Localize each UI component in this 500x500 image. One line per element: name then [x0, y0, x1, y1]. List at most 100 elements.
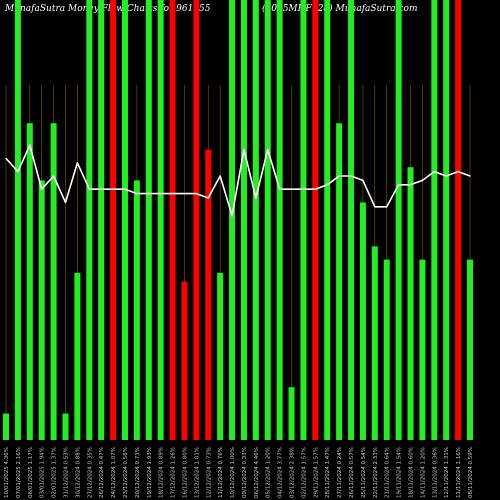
line-point: [171, 193, 174, 195]
line-point: [219, 175, 221, 177]
line-point: [386, 206, 388, 208]
bar: [133, 180, 140, 440]
x-tick-label: 05/12/2024 1.20%: [266, 447, 272, 498]
line-point: [17, 171, 19, 173]
x-tick-label: 11/11/2024 1.16%: [456, 447, 462, 498]
x-tick-label: 23/12/2024 0.56%: [123, 447, 129, 498]
line-point: [362, 179, 364, 181]
bar: [336, 123, 343, 440]
x-tick-label: 06/12/2024 4.46%: [254, 447, 260, 498]
bar: [240, 0, 247, 440]
line-point: [29, 144, 31, 146]
x-axis-labels: 10/01/2025 4.36% 07/01/2025 2.16% 06/01/20…: [4, 447, 474, 498]
x-tick-label: 26/11/2024 0.57%: [349, 447, 355, 498]
line-point: [148, 193, 150, 195]
x-tick-label: 02/12/2024 1.57%: [301, 447, 307, 498]
x-tick-label: 04/12/2024 3.77%: [278, 447, 284, 498]
x-tick-label: 07/01/2025 2.16%: [16, 447, 22, 498]
line-point: [100, 188, 102, 190]
bar: [252, 0, 259, 440]
x-tick-label: 26/12/2024 0.47%: [99, 447, 105, 498]
line-point: [207, 197, 209, 199]
line-point: [112, 188, 114, 190]
bar: [181, 281, 188, 440]
x-tick-label: 27/11/2024 0.24%: [337, 447, 343, 498]
bar: [98, 0, 105, 440]
bar: [467, 259, 473, 440]
line-point: [243, 149, 245, 151]
bar: [50, 123, 57, 440]
bar: [3, 413, 9, 440]
bar: [14, 0, 21, 440]
bar: [121, 0, 128, 440]
line-point: [64, 201, 67, 203]
x-tick-label: 28/11/2024 1.47%: [325, 447, 331, 498]
x-tick-label: 19/12/2024 1.93%: [147, 447, 153, 498]
bar: [359, 202, 366, 440]
x-tick-label: 22/11/2024 2.33%: [373, 447, 379, 498]
bar: [407, 167, 414, 440]
x-tick-label: 20/12/2024 0.73%: [135, 447, 141, 498]
x-tick-label: 18/12/2024 0.89%: [159, 447, 165, 498]
line-point: [255, 197, 257, 199]
bar: [193, 0, 200, 440]
x-tick-label: 29/11/2024 1.57%: [313, 447, 319, 498]
flow-line: [5, 144, 471, 217]
x-tick-label: 17/12/2024 1.26%: [171, 447, 177, 498]
bar: [383, 259, 390, 440]
bars: [3, 0, 473, 440]
x-tick-label: 10/01/2025 4.36%: [4, 447, 10, 498]
line-point: [338, 175, 340, 177]
bar: [312, 0, 319, 440]
bar: [86, 0, 93, 440]
bar: [443, 0, 450, 440]
x-tick-label: 12/11/2024 1.31%: [444, 447, 450, 498]
line-point: [52, 175, 55, 177]
bar: [169, 0, 176, 440]
x-tick-label: 21/11/2024 0.64%: [385, 447, 391, 498]
x-tick-label: 09/12/2024 0.33%: [242, 447, 248, 498]
bar: [276, 0, 283, 440]
series-line: [5, 144, 471, 217]
bar: [324, 0, 331, 440]
x-tick-label: 19/11/2024 1.54%: [397, 447, 403, 498]
x-tick-label: 18/11/2024 0.60%: [409, 447, 415, 498]
line-point: [160, 193, 162, 195]
line-point: [374, 206, 376, 208]
line-point: [136, 193, 138, 195]
bar: [348, 0, 355, 440]
line-point: [195, 193, 197, 195]
line-point: [290, 188, 293, 190]
x-tick-label: 27/12/2024 0.35%: [87, 447, 93, 498]
x-tick-label: 02/01/2025 1.37%: [52, 447, 58, 498]
line-point: [314, 188, 316, 190]
x-tick-label: 25/11/2024 0.54%: [361, 447, 367, 498]
x-tick-label: 03/01/2025 1.94%: [40, 447, 46, 498]
bar: [300, 0, 307, 440]
x-tick-label: 31/12/2024 0.53%: [63, 447, 69, 498]
bar: [26, 123, 33, 440]
bar: [157, 0, 164, 440]
x-tick-label: 11/12/2024 0.76%: [218, 447, 224, 498]
x-tick-label: 13/11/2024 0.36%: [432, 447, 438, 498]
bar: [145, 0, 152, 440]
bar: [455, 0, 462, 440]
line-point: [41, 188, 43, 190]
line-point: [409, 184, 412, 186]
bar: [74, 272, 81, 440]
line-point: [267, 149, 269, 151]
chart-title: MunafaSutra Money Flow Charts for 961955: [5, 4, 211, 14]
line-point: [469, 175, 471, 177]
x-tick-label: 06/01/2025 1.17%: [28, 447, 34, 498]
bar: [62, 413, 69, 440]
bar: [371, 246, 378, 440]
bar: [38, 180, 45, 440]
x-tick-label: 13/12/2024 1.01%: [194, 447, 200, 498]
bar: [288, 387, 295, 440]
bar: [419, 259, 426, 440]
line-point: [231, 215, 233, 217]
bar: [217, 272, 224, 440]
line-point: [433, 171, 435, 173]
x-tick-label: 10/12/2024 1.00%: [230, 447, 236, 498]
